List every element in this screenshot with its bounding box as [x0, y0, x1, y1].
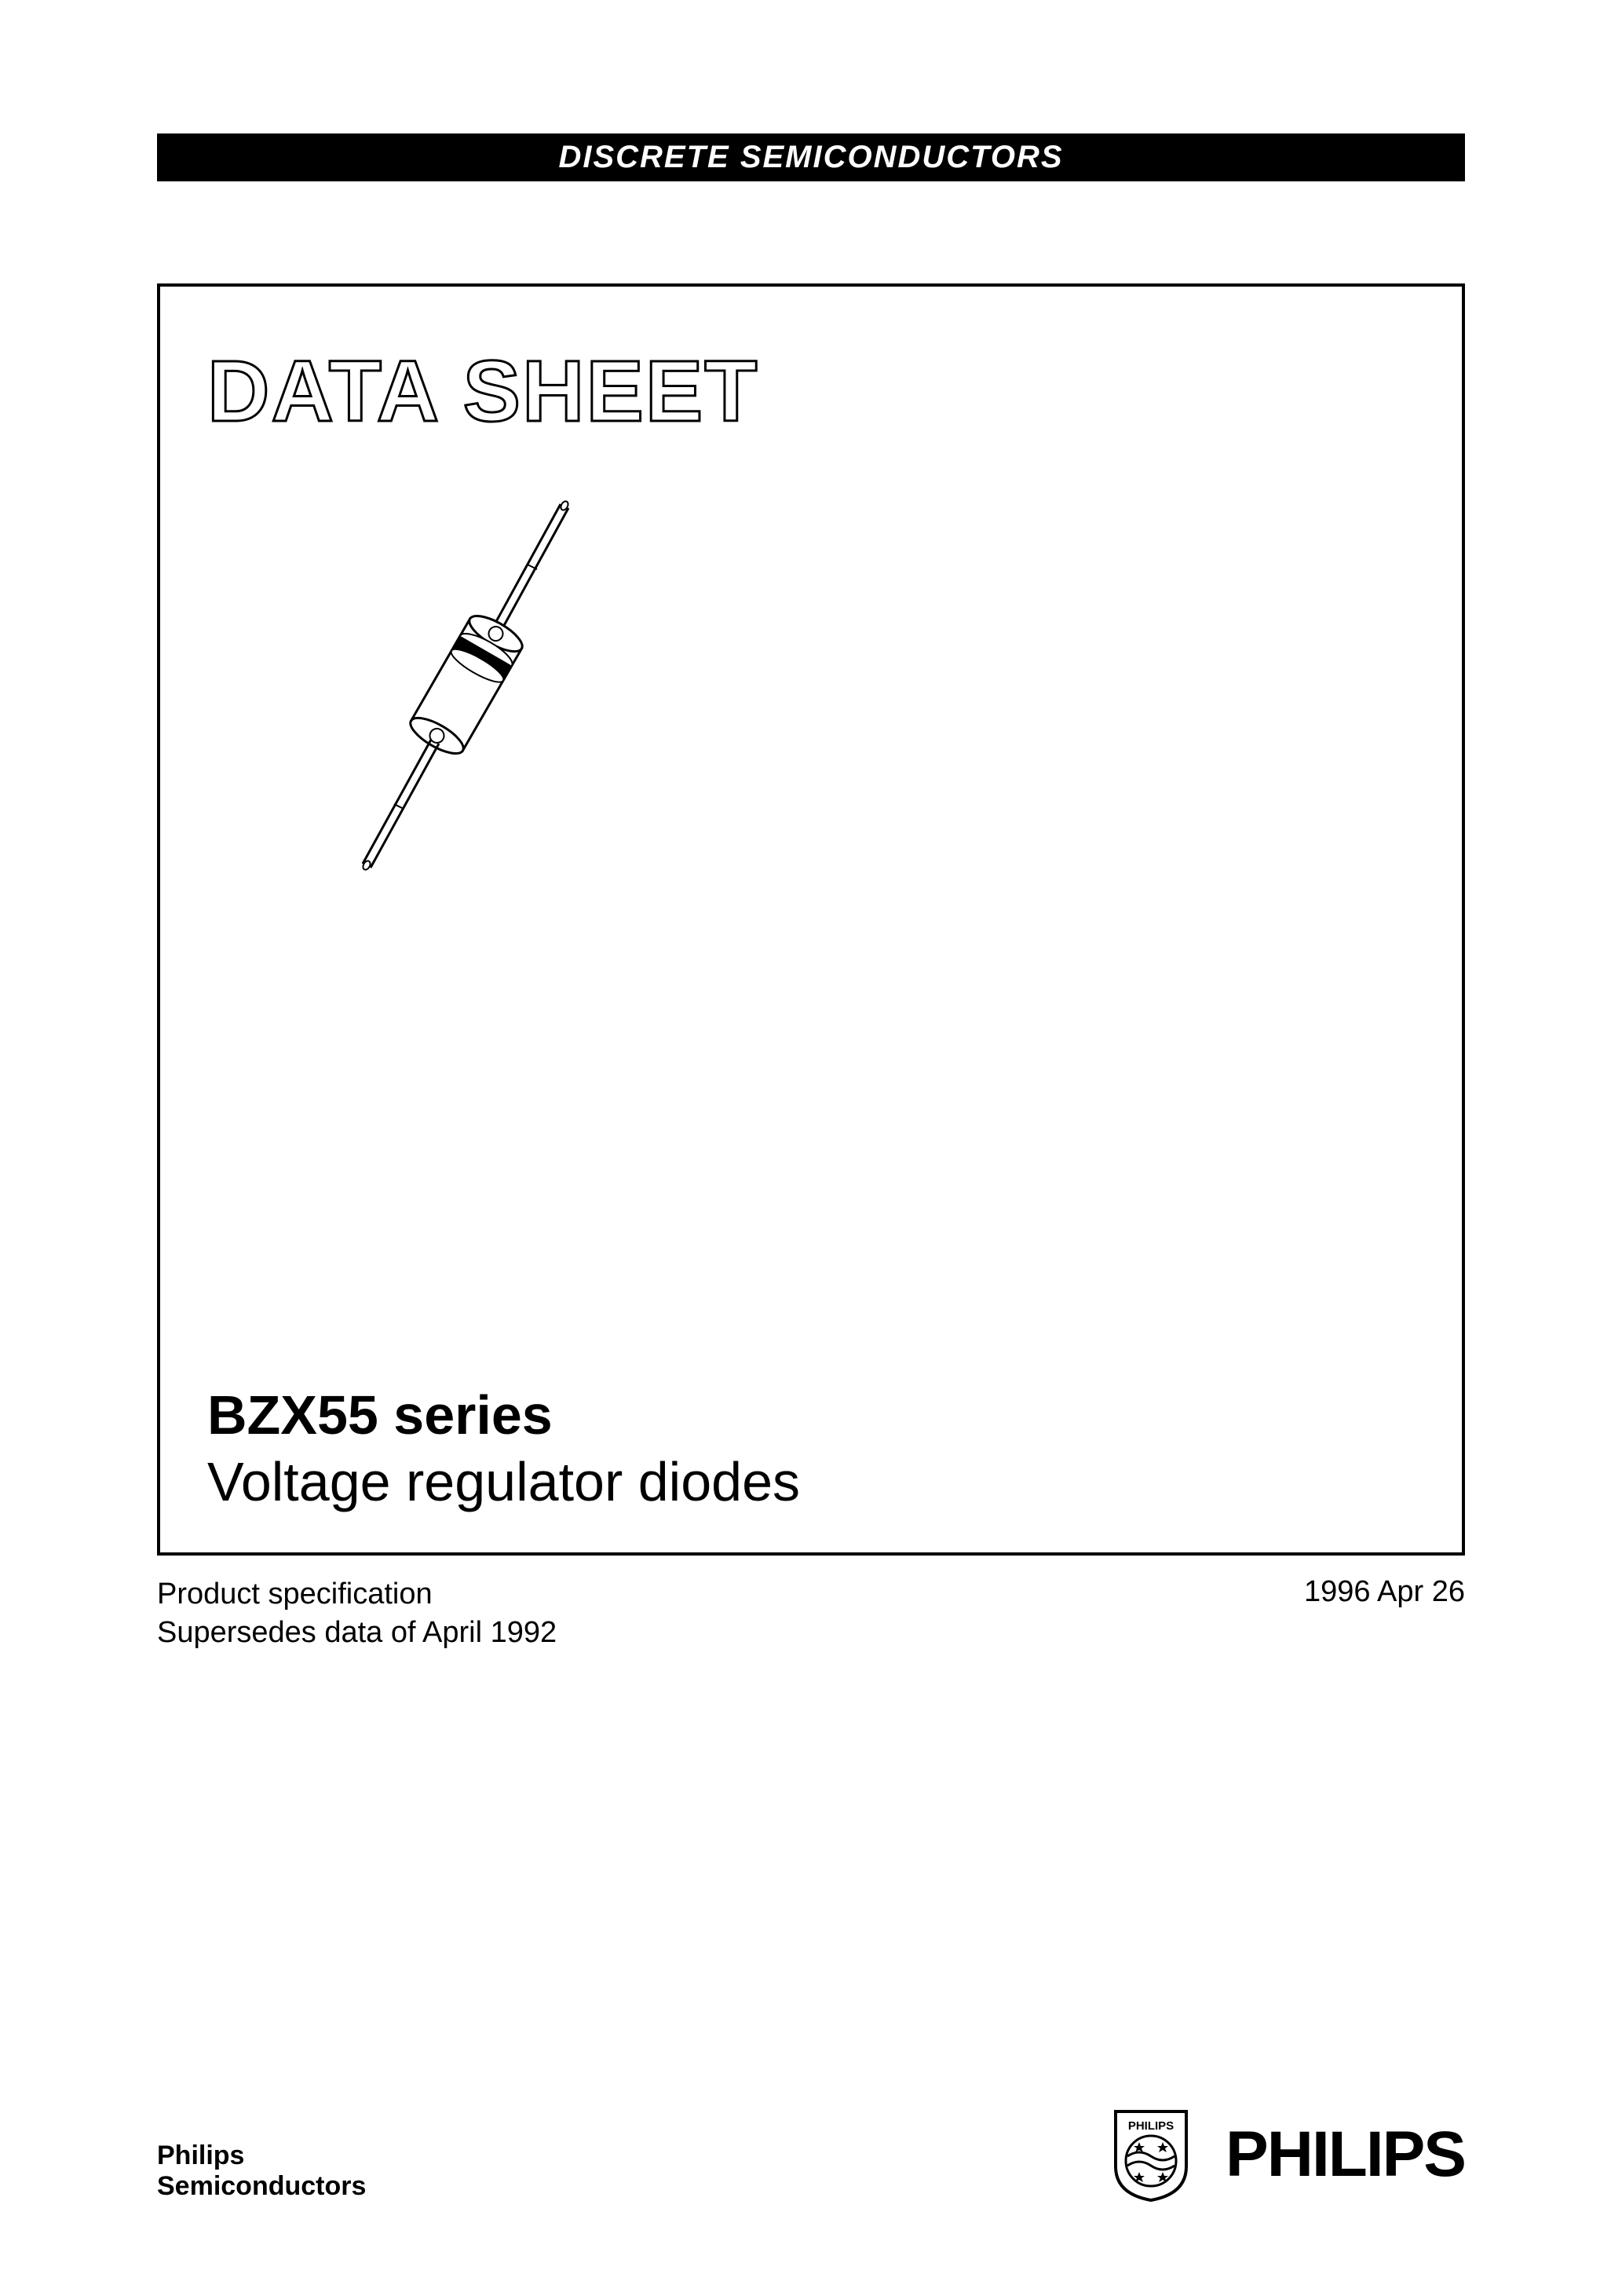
philips-shield-icon: PHILIPS — [1112, 2108, 1190, 2202]
spec-label: Product specification — [157, 1575, 557, 1614]
page-footer: Philips Semiconductors PHILIPS PHILIPS — [157, 2108, 1465, 2202]
page-container: DISCRETE SEMICONDUCTORS DATA SHEET — [0, 0, 1622, 2296]
category-label: DISCRETE SEMICONDUCTORS — [558, 140, 1063, 174]
company-line2: Semiconductors — [157, 2171, 366, 2202]
product-description: Voltage regulator diodes — [207, 1450, 800, 1513]
shield-text: PHILIPS — [1128, 2119, 1174, 2133]
diode-svg — [309, 488, 639, 897]
footer-company: Philips Semiconductors — [157, 2141, 366, 2202]
specification-row: Product specification Supersedes data of… — [157, 1575, 1465, 1653]
diode-illustration — [309, 488, 1415, 901]
product-title-block: BZX55 series Voltage regulator diodes — [207, 1384, 800, 1513]
content-frame: DATA SHEET — [157, 283, 1465, 1556]
spec-info: Product specification Supersedes data of… — [157, 1575, 557, 1653]
datasheet-title: DATA SHEET — [207, 342, 1415, 441]
product-series: BZX55 series — [207, 1384, 800, 1446]
date-label: 1996 Apr 26 — [1304, 1575, 1465, 1653]
category-header: DISCRETE SEMICONDUCTORS — [157, 133, 1465, 181]
philips-wordmark: PHILIPS — [1226, 2118, 1465, 2192]
company-line1: Philips — [157, 2141, 366, 2171]
supersedes-label: Supersedes data of April 1992 — [157, 1614, 557, 1652]
footer-branding: PHILIPS PHILIPS — [1112, 2108, 1465, 2202]
